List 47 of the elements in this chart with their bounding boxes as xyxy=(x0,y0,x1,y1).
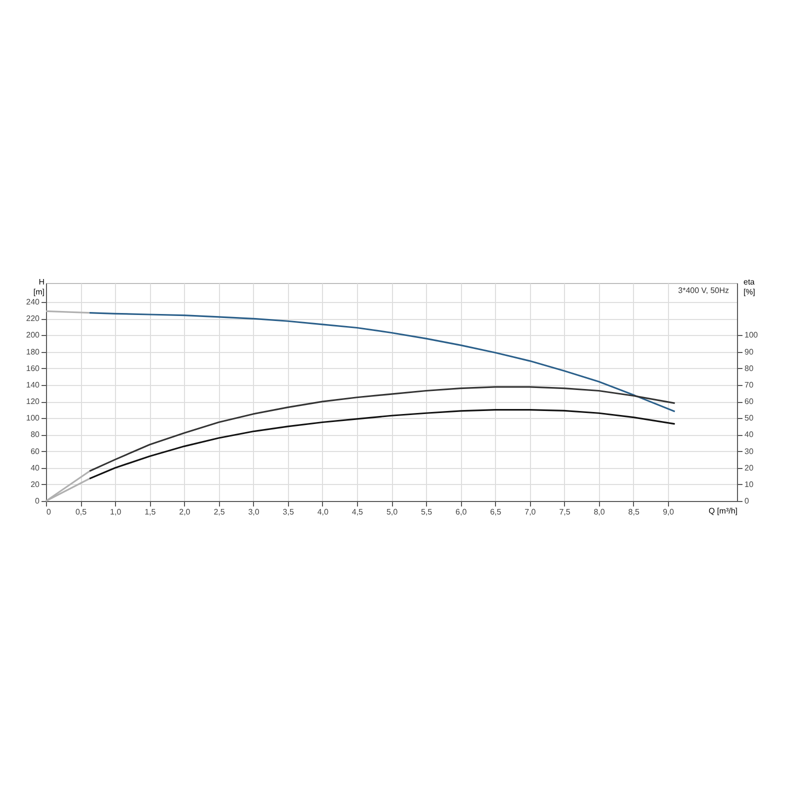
x-tick-label: 4,0 xyxy=(317,508,330,516)
x-tick-label: 3,5 xyxy=(282,508,294,516)
y-tick-label: 160 xyxy=(26,364,40,373)
y2-tick-label: 90 xyxy=(744,347,754,356)
x-tick-label: 0,5 xyxy=(75,508,88,516)
x-tick-label: 8,5 xyxy=(628,508,640,516)
y2-tick-label: 0 xyxy=(744,496,750,506)
y2-tick-label: 100 xyxy=(744,330,758,340)
y2-tick-label: 70 xyxy=(744,380,754,390)
y2-tick-label: 40 xyxy=(744,430,754,440)
y-tick-label: 0 xyxy=(35,496,40,506)
y2-tick-label: 80 xyxy=(744,364,754,373)
y2-tick-label: 60 xyxy=(744,397,754,406)
x-tick-label: 8,0 xyxy=(594,508,606,516)
y-tick-label: 40 xyxy=(30,463,40,472)
x-tick-label: 9,0 xyxy=(662,508,675,516)
y-tick-label: 120 xyxy=(26,397,40,406)
y-axis-title: H [m] xyxy=(33,278,45,296)
y2-tick-label: 50 xyxy=(744,414,754,423)
y-tick-label: 80 xyxy=(30,430,40,440)
y2-tick-label: 10 xyxy=(744,480,754,489)
x-tick-label: 7,0 xyxy=(524,508,536,516)
y-tick-label: 220 xyxy=(26,314,40,324)
x-tick-label: 2,0 xyxy=(179,508,191,516)
y-tick-label: 60 xyxy=(30,446,40,456)
y2-tick-label: 20 xyxy=(744,463,754,472)
y-tick-label: 100 xyxy=(26,414,40,423)
x-tick-label: 3,0 xyxy=(248,508,260,516)
y-tick-label: 20 xyxy=(30,480,40,489)
y-tick-label: 240 xyxy=(26,298,40,307)
y-tick-label: 180 xyxy=(26,347,40,356)
x-tick-label: 1,5 xyxy=(144,508,156,516)
y-tick-label: 200 xyxy=(26,330,40,340)
x-tick-label: 1,0 xyxy=(110,508,122,516)
y-tick-label: 140 xyxy=(26,380,40,390)
x-tick-label: 5,5 xyxy=(420,508,433,516)
y2-axis-title: eta [%] xyxy=(744,278,756,296)
x-tick-label: 5,0 xyxy=(386,508,398,516)
x-tick-label: 6,0 xyxy=(456,508,468,516)
x-axis-title: Q [m³/h] xyxy=(708,506,738,516)
annotation: 3*400 V, 50Hz xyxy=(678,286,729,295)
x-tick-label: 4,5 xyxy=(352,508,364,516)
x-tick-label: 7,5 xyxy=(559,508,571,516)
x-tick-label: 6,5 xyxy=(490,508,502,516)
y2-tick-label: 30 xyxy=(744,446,754,456)
x-tick-label: 2,5 xyxy=(214,508,226,516)
x-tick-label: 0 xyxy=(46,508,52,516)
